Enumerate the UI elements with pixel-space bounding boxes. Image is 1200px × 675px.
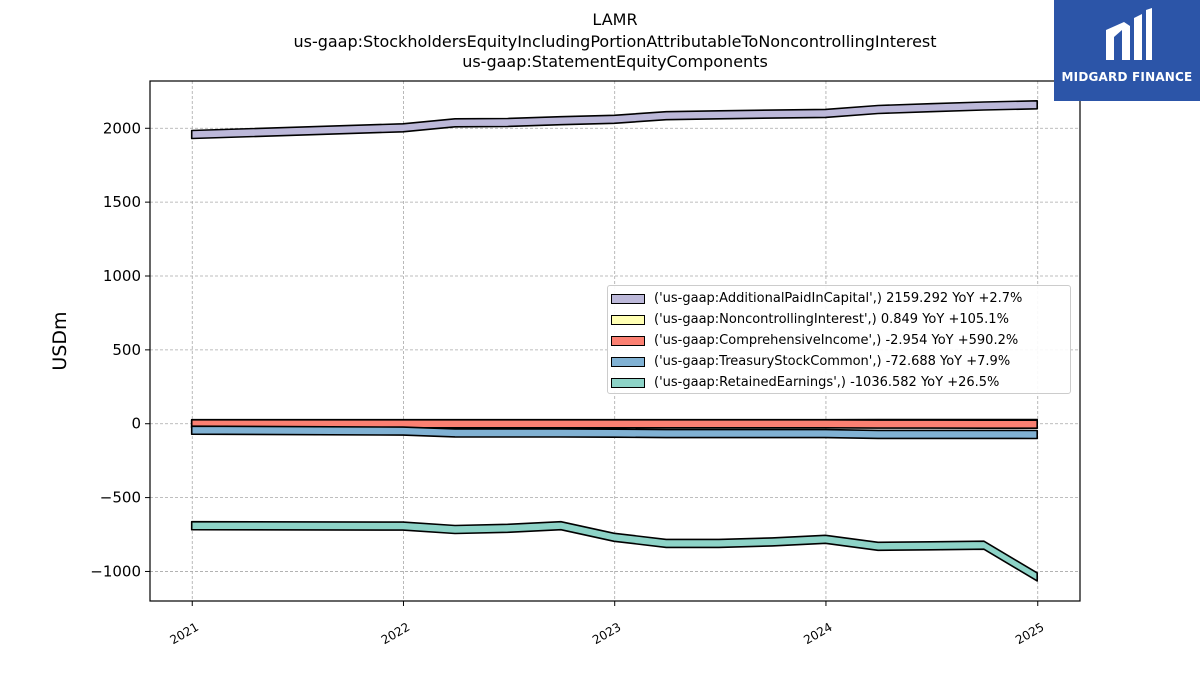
legend-label: ('us-gaap:TreasuryStockCommon',) -72.688… — [654, 354, 1011, 369]
series-area-4 — [190, 520, 1038, 582]
y-tick-label: 1000 — [103, 267, 141, 285]
series-area-0 — [190, 100, 1038, 140]
legend-item: ('us-gaap:AdditionalPaidInCapital',) 215… — [608, 290, 1070, 308]
legend-item: ('us-gaap:ComprehensiveIncome',) -2.954 … — [608, 332, 1070, 350]
logo-mark-icon — [1106, 8, 1152, 60]
legend-swatch — [611, 315, 645, 325]
chart-title-line-2: us-gaap:StockholdersEquityIncludingPorti… — [293, 32, 937, 51]
legend-item: ('us-gaap:RetainedEarnings',) -1036.582 … — [608, 374, 1070, 392]
legend-label: ('us-gaap:RetainedEarnings',) -1036.582 … — [654, 375, 1000, 390]
y-tick-label: 1500 — [103, 193, 141, 211]
x-tick-label: 2024 — [801, 620, 834, 647]
chart-title-line-3: us-gaap:StatementEquityComponents — [462, 52, 768, 71]
x-tick-label: 2025 — [1013, 620, 1046, 647]
legend: ('us-gaap:AdditionalPaidInCapital',) 215… — [607, 285, 1071, 394]
legend-swatch — [611, 336, 645, 346]
y-tick-label: −500 — [100, 489, 141, 507]
logo-text: MIDGARD FINANCE — [1061, 70, 1193, 84]
y-tick-label: 0 — [131, 415, 141, 433]
series-area-3 — [190, 425, 1038, 440]
legend-label: ('us-gaap:AdditionalPaidInCapital',) 215… — [654, 291, 1023, 306]
chart-title-line-1: LAMR — [592, 10, 638, 29]
legend-swatch — [611, 378, 645, 388]
series-area-2 — [190, 419, 1038, 429]
brand-logo: MIDGARD FINANCE — [1054, 0, 1200, 101]
legend-swatch — [611, 357, 645, 367]
x-tick-label: 2023 — [590, 620, 623, 647]
y-axis-label: USDm — [49, 311, 71, 370]
y-tick-label: −1000 — [90, 562, 141, 580]
x-tick-label: 2021 — [168, 620, 201, 647]
y-tick-label: 2000 — [103, 119, 141, 137]
series-areas — [190, 100, 1038, 582]
legend-item: ('us-gaap:NoncontrollingInterest',) 0.84… — [608, 311, 1070, 329]
legend-label: ('us-gaap:NoncontrollingInterest',) 0.84… — [654, 312, 1009, 327]
x-tick-label: 2022 — [379, 620, 412, 647]
y-tick-label: 500 — [112, 341, 141, 359]
legend-item: ('us-gaap:TreasuryStockCommon',) -72.688… — [608, 353, 1070, 371]
legend-label: ('us-gaap:ComprehensiveIncome',) -2.954 … — [654, 333, 1019, 348]
legend-swatch — [611, 294, 645, 304]
